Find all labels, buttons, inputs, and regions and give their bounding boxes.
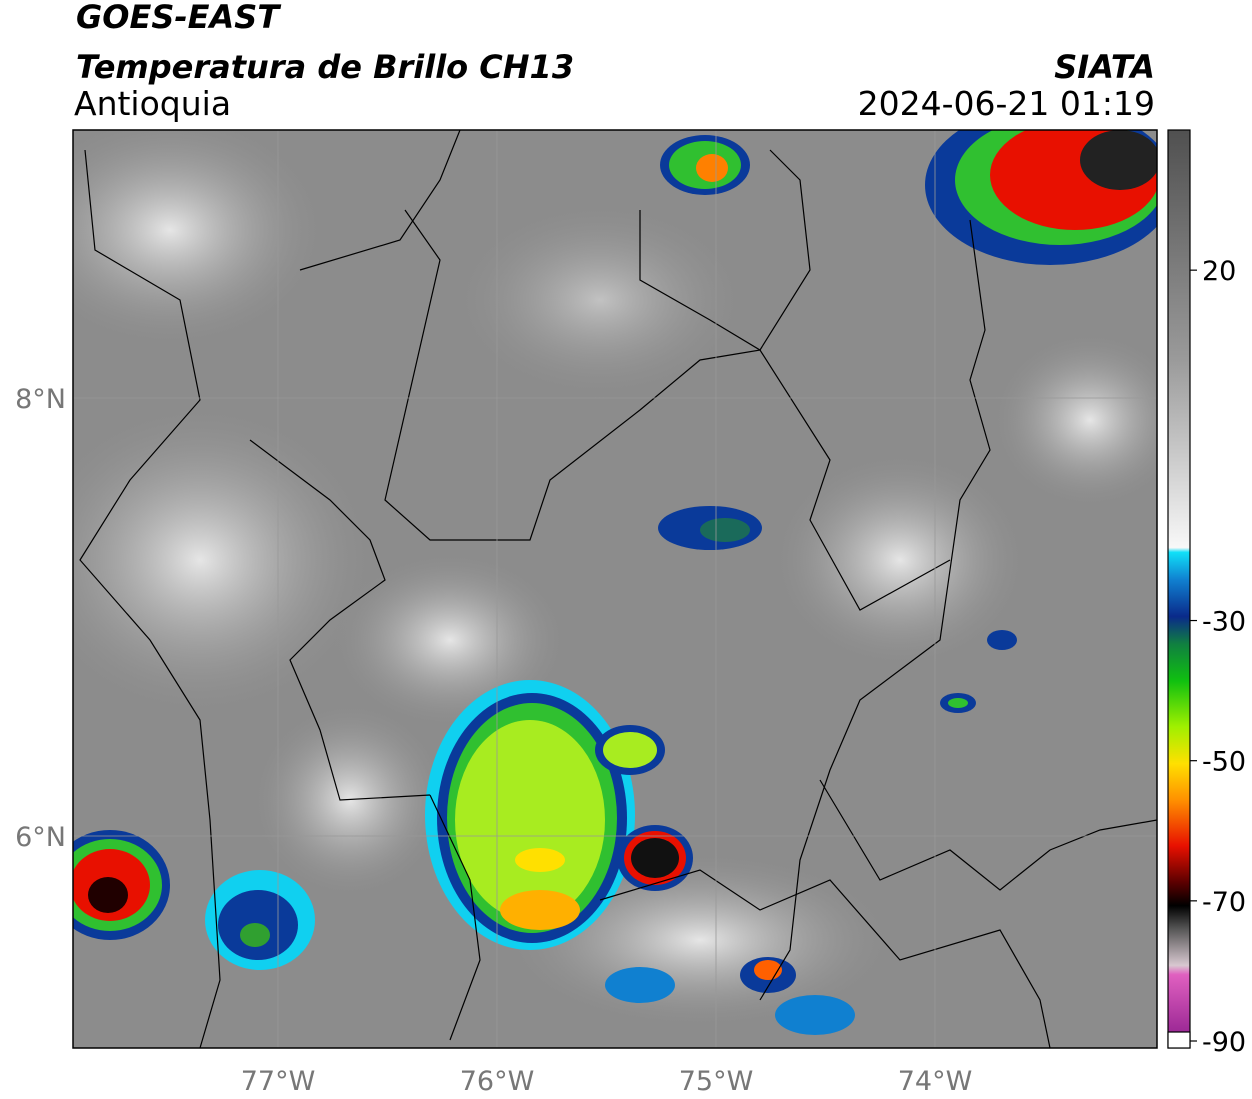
- lat-label: 6°N: [15, 822, 66, 853]
- map-image: [73, 130, 1157, 1048]
- satellite-title: GOES-EAST: [76, 0, 281, 36]
- graticule: [73, 130, 1157, 1048]
- colorbar: [1167, 129, 1191, 1049]
- colorbar-tick-label: -90: [1202, 1027, 1246, 1058]
- colorbar-tick-label: -30: [1202, 607, 1246, 638]
- colorbar-extension: [1167, 1031, 1191, 1049]
- colorbar-tick-label: -50: [1202, 747, 1246, 778]
- colorbar-tick-label: 20: [1202, 256, 1236, 287]
- lon-label: 74°W: [898, 1066, 973, 1097]
- source: SIATA: [1054, 48, 1155, 86]
- product-title: Temperatura de Brillo CH13: [76, 48, 574, 86]
- region: Antioquia: [74, 84, 231, 123]
- lon-label: 77°W: [241, 1066, 316, 1097]
- lat-label: 8°N: [15, 384, 66, 415]
- map-frame: [72, 129, 1158, 1049]
- colorbar-tick-label: -70: [1202, 887, 1246, 918]
- lon-label: 75°W: [679, 1066, 754, 1097]
- datetime: 2024-06-21 01:19: [858, 84, 1155, 123]
- lon-label: 76°W: [460, 1066, 535, 1097]
